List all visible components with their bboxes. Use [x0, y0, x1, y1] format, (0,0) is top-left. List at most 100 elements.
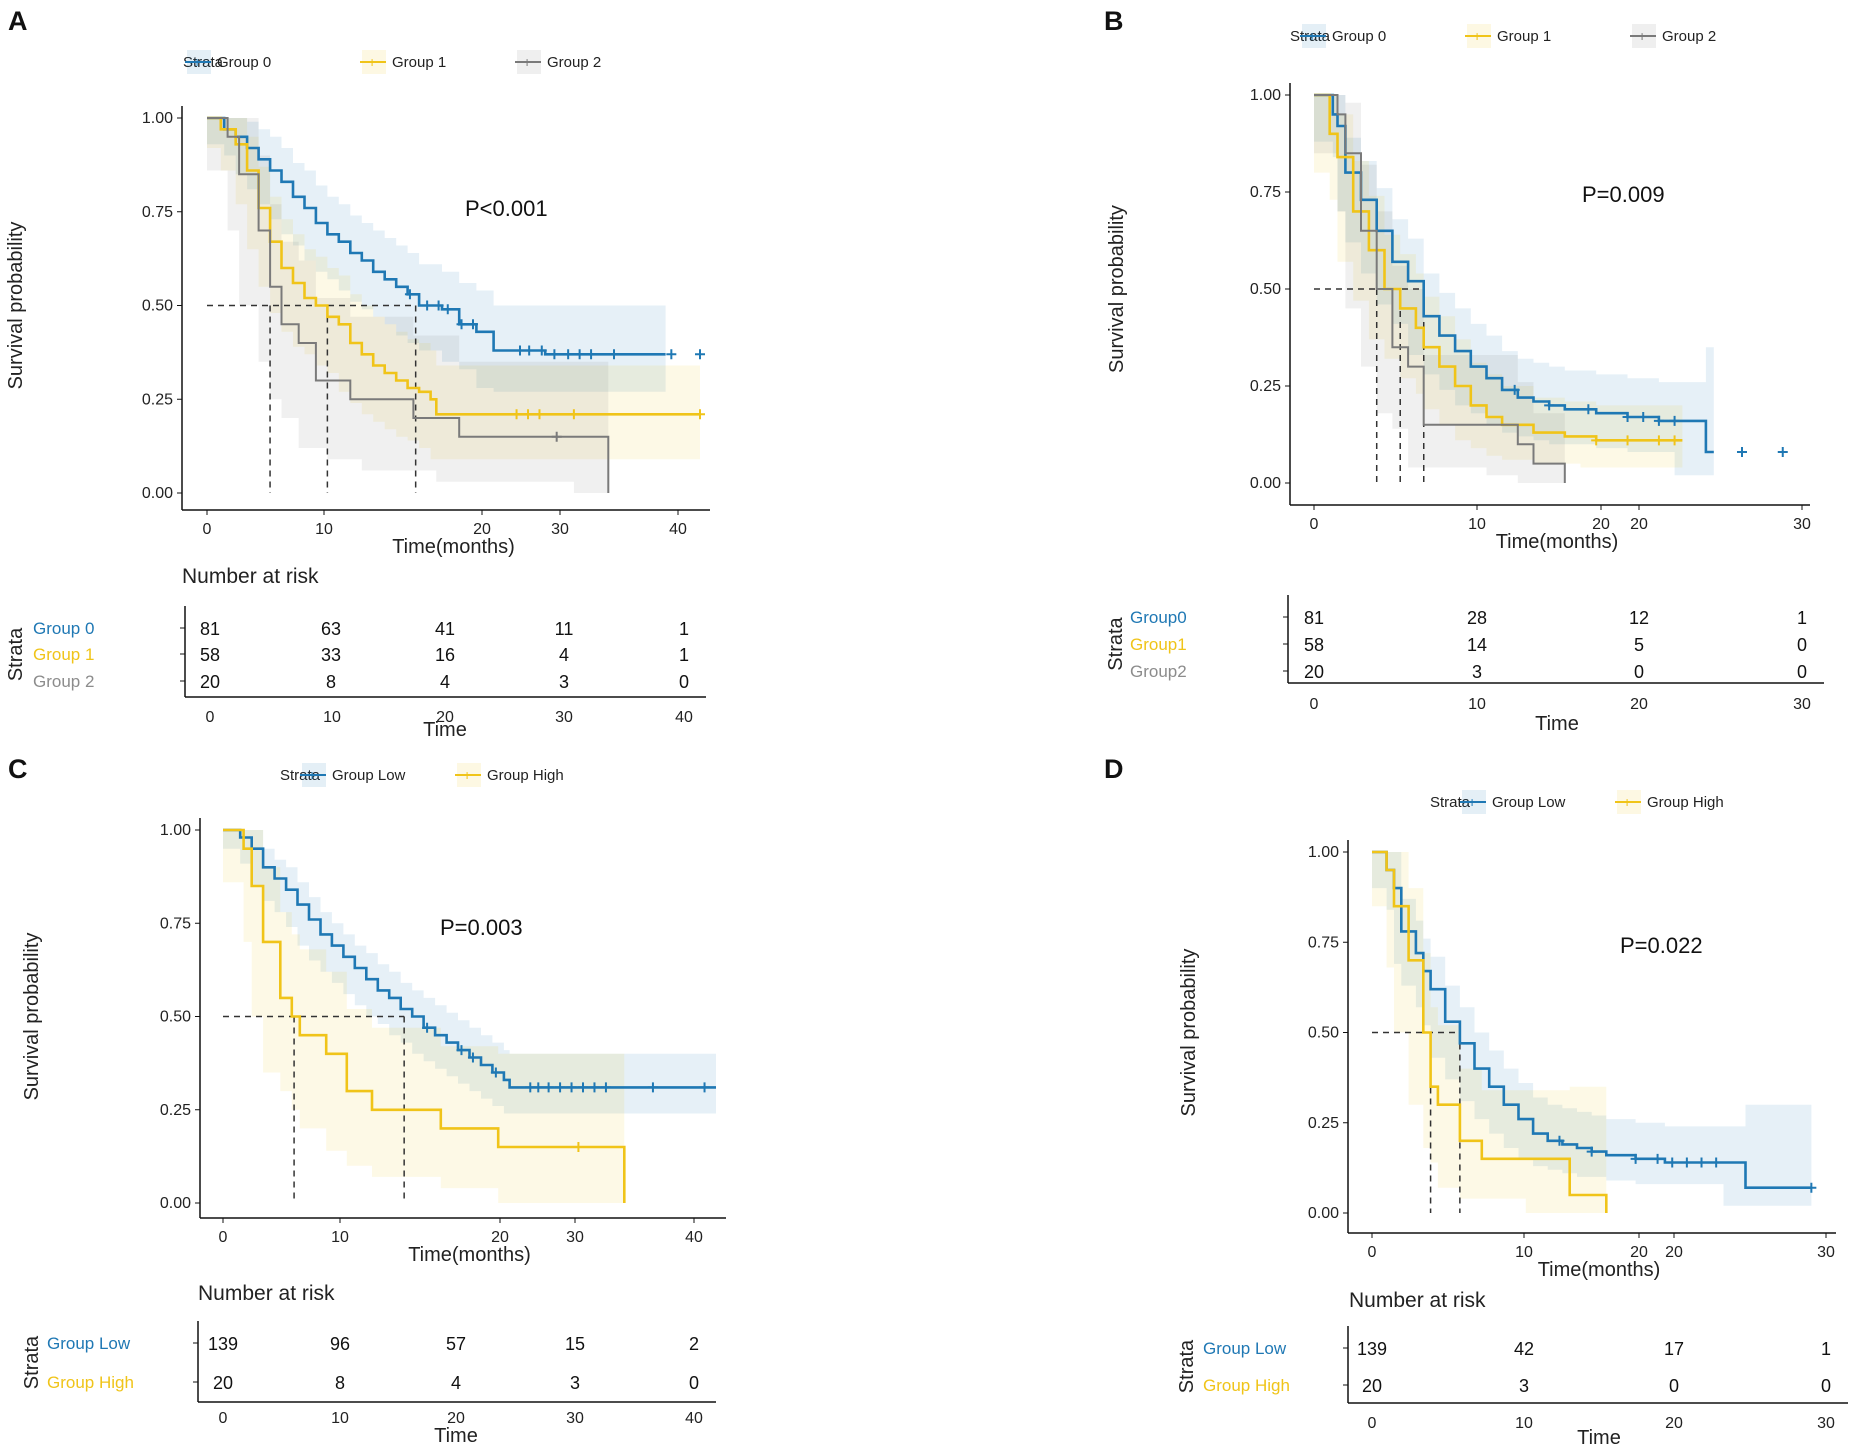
legend-swatch-cross: + [1638, 28, 1646, 44]
risk-count: 20 [200, 672, 220, 692]
censor-mark [442, 304, 453, 315]
censor-mark [1630, 1153, 1641, 1164]
x-tick-label: 40 [685, 1229, 703, 1246]
risk-count: 3 [559, 672, 569, 692]
risk-table-x-title: Time [1535, 713, 1579, 735]
x-tick-label: 0 [219, 1229, 228, 1246]
risk-row-label: Group 0 [33, 619, 94, 638]
risk-count: 81 [1304, 608, 1324, 628]
risk-count: 1 [679, 645, 689, 665]
legend-swatch-cross: + [523, 54, 531, 70]
legend-swatch-cross: + [1623, 794, 1631, 810]
censor-mark [1669, 415, 1680, 426]
censor-mark [523, 409, 534, 420]
risk-table-x-title: Time [1577, 1427, 1621, 1448]
risk-table-x-tick-label: 10 [1468, 696, 1486, 713]
censor-mark [586, 349, 597, 360]
censor-mark [1583, 404, 1594, 415]
risk-table-strata-label: Strata [5, 627, 27, 681]
panel-letter: A [8, 6, 28, 36]
censor-mark [574, 349, 585, 360]
censor-mark [589, 1082, 600, 1093]
legend-swatch-cross: + [1308, 28, 1316, 44]
risk-count: 11 [555, 619, 574, 639]
y-tick-label: 0.25 [160, 1102, 191, 1119]
censor-mark [666, 349, 677, 360]
censor-mark [1509, 384, 1520, 395]
censor-mark [647, 1082, 658, 1093]
x-tick-label: 20 [473, 521, 491, 538]
risk-count: 63 [321, 619, 341, 639]
risk-count: 41 [435, 619, 455, 639]
censor-mark [456, 319, 467, 330]
legend-label: Group 1 [1497, 28, 1551, 45]
y-tick-label: 0.25 [1308, 1115, 1339, 1132]
censor-mark [1711, 1157, 1722, 1168]
x-tick-label: 30 [1793, 516, 1811, 533]
y-tick-label: 0.25 [142, 391, 173, 408]
risk-table-x-tick-label: 20 [1665, 1415, 1683, 1432]
y-tick-label: 0.00 [160, 1195, 191, 1212]
risk-count: 4 [451, 1373, 461, 1393]
y-tick-label: 0.00 [1250, 475, 1281, 492]
panel-letter: C [8, 754, 28, 784]
y-tick-label: 0.75 [160, 915, 191, 932]
risk-table-x-tick-label: 30 [555, 709, 573, 726]
risk-table-x-tick-label: 20 [447, 1410, 465, 1427]
risk-count: 20 [1304, 662, 1324, 682]
y-tick-label: 0.75 [142, 204, 173, 221]
survival-curve-0 [207, 116, 666, 356]
risk-row-label: Group High [47, 1373, 134, 1392]
censor-mark [1777, 446, 1788, 457]
censor-mark [422, 300, 433, 311]
risk-row-label: Group 1 [33, 645, 94, 664]
confidence-band-1 [1314, 95, 1683, 468]
censor-mark [568, 409, 579, 420]
risk-table-title: Number at risk [182, 565, 319, 588]
y-tick-label: 0.50 [1308, 1025, 1339, 1042]
censor-mark [566, 1082, 577, 1093]
y-tick-label: 0.50 [160, 1009, 191, 1026]
x-tick-label: 20 [1665, 1244, 1683, 1261]
legend-label: Group Low [332, 767, 406, 784]
risk-table-x-tick-label: 40 [675, 709, 693, 726]
survival-curve-2 [207, 117, 610, 493]
legend-label: Group 0 [1332, 28, 1386, 45]
risk-count: 57 [446, 1334, 466, 1354]
x-axis-title: Time(months) [1538, 1259, 1661, 1281]
risk-table-x-tick-label: 20 [1630, 696, 1648, 713]
y-tick-label: 1.00 [142, 110, 173, 127]
censor-mark [563, 349, 574, 360]
risk-count: 1 [1821, 1339, 1831, 1359]
panel-c: C Strata + Group Low + Group High 0.00 0.25 0.50… [8, 754, 726, 1447]
censor-mark [1544, 400, 1555, 411]
risk-table-title: Number at risk [198, 1282, 335, 1305]
risk-table-x-tick-label: 0 [1310, 696, 1319, 713]
risk-count: 58 [1304, 635, 1324, 655]
censor-mark [1638, 412, 1649, 423]
x-tick-label: 20 [1630, 516, 1648, 533]
legend-label: Group 2 [1662, 28, 1716, 45]
legend-label: Group Low [1492, 794, 1566, 811]
risk-count: 28 [1467, 608, 1487, 628]
y-tick-label: 1.00 [160, 822, 191, 839]
censor-mark [549, 349, 560, 360]
survival-curve-1 [1372, 850, 1608, 1213]
x-axis-title: Time(months) [1496, 531, 1619, 553]
x-tick-label: 30 [551, 521, 569, 538]
risk-count: 3 [1472, 662, 1482, 682]
censor-mark [600, 1082, 611, 1093]
risk-count: 2 [689, 1334, 699, 1354]
risk-count: 0 [679, 672, 689, 692]
x-tick-label: 10 [1468, 516, 1486, 533]
y-tick-label: 0.50 [1250, 281, 1281, 298]
censor-mark [1736, 446, 1747, 457]
legend-label: Group High [1647, 794, 1724, 811]
legend-swatch-cross: + [463, 767, 471, 783]
risk-count: 81 [200, 619, 220, 639]
survival-curve-0 [223, 828, 716, 1089]
censor-mark [467, 319, 478, 330]
risk-row-label: Group Low [47, 1334, 131, 1353]
risk-table-x-tick-label: 30 [1793, 696, 1811, 713]
